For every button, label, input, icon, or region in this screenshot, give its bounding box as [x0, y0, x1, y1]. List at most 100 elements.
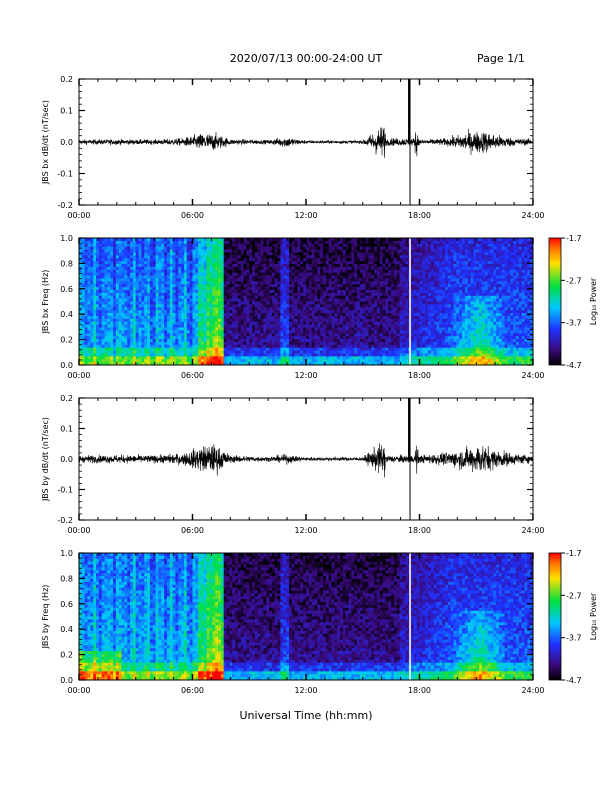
heatmap-cell	[79, 347, 83, 351]
heatmap-cell	[254, 238, 259, 242]
heatmap-cell	[288, 333, 293, 337]
heatmap-cell	[212, 258, 216, 262]
heatmap-cell	[328, 275, 332, 279]
heatmap-cell	[274, 289, 279, 294]
heatmap-cell	[243, 252, 247, 256]
heatmap-cell	[297, 255, 301, 259]
heatmap-cell	[385, 263, 389, 268]
heatmap-cell	[374, 356, 378, 360]
heatmap-cell	[175, 318, 179, 323]
heatmap-cell	[215, 295, 219, 300]
heatmap-cell	[271, 362, 276, 366]
heatmap-cell	[98, 240, 103, 245]
heatmap-cell	[260, 269, 264, 274]
heatmap-cell	[376, 313, 381, 317]
heatmap-cell	[340, 336, 344, 340]
heatmap-cell	[113, 249, 117, 253]
heatmap-cell	[164, 330, 168, 334]
heatmap-cell	[274, 278, 279, 282]
heatmap-cell	[249, 353, 253, 357]
heatmap-cell	[144, 330, 148, 334]
heatmap-cell	[218, 275, 222, 279]
heatmap-cell	[303, 275, 307, 279]
heatmap-cell	[300, 275, 304, 279]
heatmap-cell	[320, 289, 324, 294]
heatmap-cell	[98, 301, 103, 305]
heatmap-cell	[243, 336, 247, 340]
heatmap-cell	[237, 281, 242, 285]
heatmap-cell	[164, 356, 168, 360]
heatmap-cell	[374, 252, 378, 256]
heatmap-cell	[334, 278, 338, 282]
heatmap-cell	[337, 324, 341, 328]
heatmap-cell	[257, 336, 261, 340]
heatmap-cell	[118, 238, 122, 242]
heatmap-cell	[223, 278, 227, 282]
heatmap-cell	[232, 315, 236, 320]
heatmap-cell	[246, 298, 250, 302]
heatmap-cell	[328, 310, 332, 314]
heatmap-cell	[249, 359, 253, 363]
heatmap-cell	[130, 324, 134, 328]
heatmap-cell	[237, 310, 242, 314]
heatmap-cell	[115, 327, 120, 331]
heatmap-cell	[337, 327, 341, 331]
heatmap-cell	[104, 284, 108, 288]
heatmap-cell	[348, 353, 352, 357]
heatmap-cell	[93, 263, 97, 268]
heatmap-cell	[246, 301, 250, 305]
heatmap-cell	[283, 347, 287, 351]
heatmap-cell	[260, 272, 264, 276]
heatmap-cell	[181, 307, 185, 311]
heatmap-cell	[376, 295, 381, 300]
heatmap-cell	[110, 258, 114, 262]
heatmap-cell	[229, 313, 233, 317]
heatmap-cell	[382, 350, 386, 354]
heatmap-cell	[209, 353, 213, 357]
heatmap-cell	[135, 353, 139, 357]
heatmap-cell	[306, 243, 310, 248]
heatmap-cell	[144, 252, 148, 256]
heatmap-cell	[354, 255, 358, 259]
heatmap-cell	[252, 321, 256, 325]
heatmap-cell	[158, 289, 162, 294]
heatmap-cell	[93, 353, 97, 357]
heatmap-cell	[371, 240, 375, 245]
heatmap-cell	[257, 324, 261, 328]
heatmap-cell	[81, 289, 86, 294]
heatmap-cell	[237, 324, 242, 328]
heatmap-cell	[147, 336, 151, 340]
heatmap-cell	[158, 284, 162, 288]
heatmap-cell	[340, 350, 344, 354]
heatmap-cell	[155, 347, 159, 351]
heatmap-cell	[243, 339, 247, 343]
heatmap-cell	[237, 307, 242, 311]
heatmap-cell	[113, 327, 117, 331]
heatmap-cell	[306, 295, 310, 300]
heatmap-cell	[104, 258, 108, 262]
heatmap-cell	[342, 336, 347, 340]
heatmap-cell	[317, 324, 321, 328]
heatmap-cell	[365, 258, 369, 262]
heatmap-cell	[141, 289, 145, 294]
heatmap-cell	[328, 359, 332, 363]
heatmap-cell	[274, 240, 279, 245]
heatmap-cell	[113, 240, 117, 245]
heatmap-cell	[124, 266, 128, 271]
heatmap-cell	[317, 281, 321, 285]
heatmap-cell	[376, 252, 381, 256]
heatmap-cell	[98, 295, 103, 300]
heatmap-cell	[303, 255, 307, 259]
heatmap-cell	[243, 246, 247, 250]
heatmap-cell	[337, 289, 341, 294]
heatmap-cell	[172, 266, 176, 271]
heatmap-cell	[144, 333, 148, 337]
heatmap-cell	[391, 289, 395, 294]
heatmap-cell	[152, 287, 157, 291]
heatmap-cell	[288, 353, 293, 357]
heatmap-cell	[141, 255, 145, 259]
heatmap-cell	[357, 359, 361, 363]
heatmap-cell	[342, 341, 347, 346]
heatmap-cell	[368, 347, 372, 351]
heatmap-cell	[371, 278, 375, 282]
